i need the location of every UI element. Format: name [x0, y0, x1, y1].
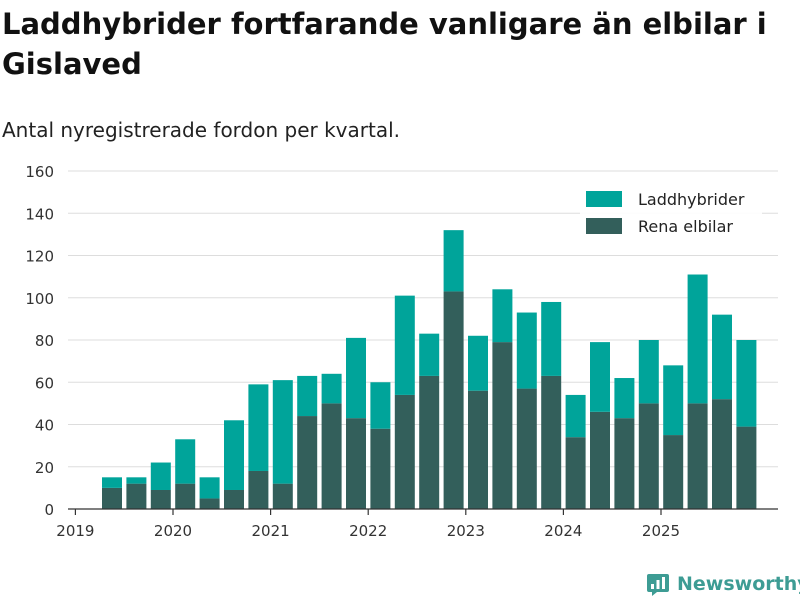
bar-rena-elbilar: [150, 489, 171, 509]
legend-label: Laddhybrider: [638, 190, 745, 209]
bar-laddhybrider: [638, 340, 659, 404]
bar-rena-elbilar: [199, 498, 220, 509]
bar-rena-elbilar: [614, 418, 635, 509]
bar-rena-elbilar: [297, 416, 318, 509]
brand-name: Newsworthy: [677, 573, 800, 595]
bar-rena-elbilar: [492, 342, 513, 509]
bar-rena-elbilar: [565, 437, 586, 509]
bar-rena-elbilar: [712, 399, 732, 509]
bar-laddhybrider: [736, 340, 757, 427]
y-tick-label: 100: [25, 290, 54, 308]
bar-rena-elbilar: [468, 390, 488, 509]
bar-laddhybrider: [590, 342, 610, 412]
bar-laddhybrider: [370, 382, 391, 429]
bar-laddhybrider: [541, 301, 562, 376]
x-axis: 2019 2020 2021 2022 2023 2024 2025: [56, 508, 778, 540]
y-tick-label: 0: [44, 501, 54, 519]
y-tick-label: 60: [35, 374, 54, 392]
bar-laddhybrider: [468, 335, 488, 391]
chart-subtitle: Antal nyregistrerade fordon per kvartal.: [2, 118, 401, 142]
bar-rena-elbilar: [638, 403, 659, 509]
x-tick-label: 2022: [349, 522, 387, 540]
bar-laddhybrider: [175, 439, 196, 484]
y-tick-label: 40: [35, 417, 54, 435]
bar-laddhybrider: [346, 337, 366, 419]
bar-rena-elbilar: [663, 435, 684, 509]
bar-rena-elbilar: [248, 470, 269, 509]
bar-laddhybrider: [321, 373, 342, 404]
bar-laddhybrider: [102, 477, 122, 488]
bar-laddhybrider: [272, 380, 293, 484]
bars: [102, 230, 757, 509]
bar-rena-elbilar: [102, 487, 122, 509]
bar-rena-elbilar: [687, 403, 708, 509]
x-tick-label: 2019: [56, 522, 94, 540]
x-tick-label: 2020: [154, 522, 192, 540]
bar-laddhybrider: [516, 312, 537, 389]
bar-laddhybrider: [565, 394, 586, 438]
x-tick-label: 2024: [544, 522, 582, 540]
bar-laddhybrider: [687, 274, 708, 404]
legend-label: Rena elbilar: [638, 217, 733, 236]
bar-rena-elbilar: [126, 483, 147, 509]
legend-swatch: [586, 218, 622, 234]
bar-laddhybrider: [126, 477, 147, 484]
bar-laddhybrider: [614, 378, 635, 419]
bar-laddhybrider: [199, 477, 220, 499]
bar-laddhybrider: [663, 365, 684, 436]
bar-rena-elbilar: [443, 291, 464, 509]
bar-laddhybrider: [419, 333, 440, 376]
bar-laddhybrider: [394, 295, 415, 395]
x-tick-label: 2021: [252, 522, 290, 540]
newsworthy-logo: Newsworthy: [645, 570, 800, 598]
legend-swatch: [586, 191, 622, 207]
bar-rena-elbilar: [394, 394, 415, 509]
bar-laddhybrider: [492, 289, 513, 343]
x-tick-label: 2023: [447, 522, 485, 540]
bar-rena-elbilar: [346, 418, 366, 509]
bar-rena-elbilar: [224, 489, 244, 509]
chart-title: Laddhybrider fortfarande vanligare än el…: [2, 7, 767, 81]
bar-rena-elbilar: [541, 375, 562, 509]
x-tick-label: 2025: [642, 522, 680, 540]
bar-laddhybrider: [150, 462, 171, 490]
bar-laddhybrider: [297, 375, 318, 417]
y-tick-label: 120: [25, 248, 54, 266]
bar-rena-elbilar: [370, 428, 391, 509]
bar-laddhybrider: [248, 384, 269, 471]
bar-rena-elbilar: [175, 483, 196, 509]
y-tick-label: 80: [35, 332, 54, 350]
bar-rena-elbilar: [590, 411, 610, 509]
y-tick-label: 140: [25, 205, 54, 223]
bar-rena-elbilar: [516, 388, 537, 509]
y-axis-ticks: 0 20 40 60 80 100 120 140 160: [25, 163, 54, 519]
legend: Laddhybrider Rena elbilar: [580, 186, 762, 242]
bar-rena-elbilar: [321, 403, 342, 509]
bar-laddhybrider: [443, 230, 464, 292]
bar-rena-elbilar: [419, 375, 440, 509]
bar-rena-elbilar: [272, 483, 293, 509]
y-tick-label: 20: [35, 459, 54, 477]
bar-laddhybrider: [224, 420, 244, 490]
bar-rena-elbilar: [736, 426, 757, 509]
y-tick-label: 160: [25, 163, 54, 181]
bar-laddhybrider: [712, 314, 732, 400]
newsworthy-icon: [647, 574, 669, 596]
